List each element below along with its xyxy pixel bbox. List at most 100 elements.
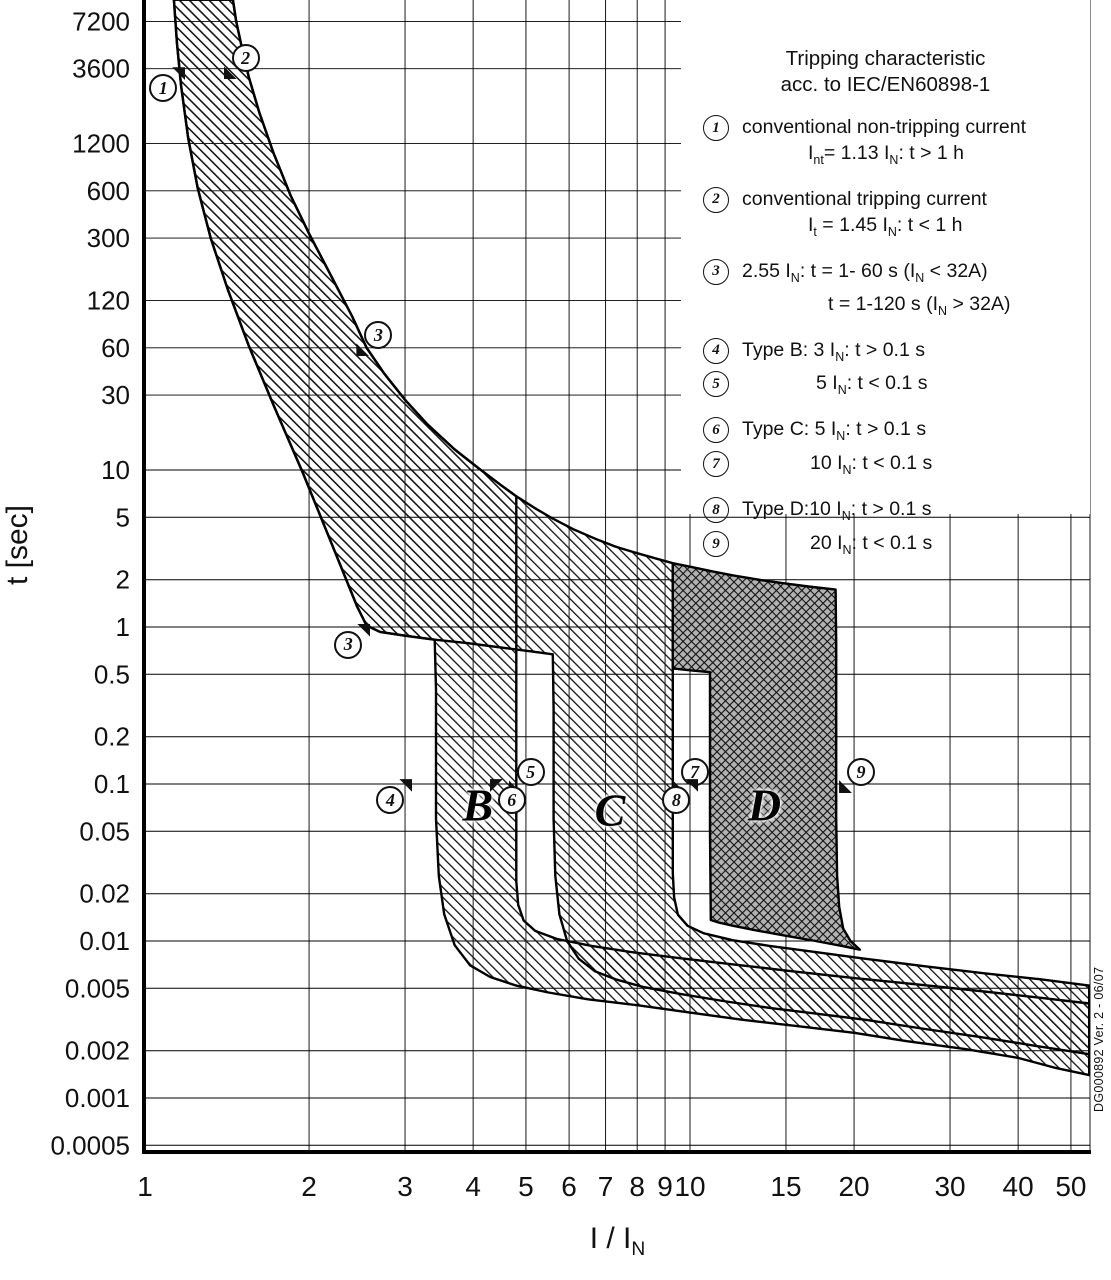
curve-marker-1: 1: [149, 67, 186, 103]
y-tick-label: 3600: [72, 54, 130, 84]
marker-number: 4: [376, 786, 405, 815]
y-tick-label: 10: [101, 455, 130, 485]
legend-line: Type C: 5 IN: t > 0.1 s: [742, 418, 927, 444]
x-tick-label: 20: [838, 1171, 869, 1202]
marker-number: 6: [497, 786, 526, 815]
y-tick-label: 0.2: [94, 722, 130, 752]
x-axis-title: I / IN: [589, 1222, 646, 1260]
legend-line: t = 1-120 s (IN > 32A): [828, 292, 1011, 318]
legend-number-9-icon: 9: [703, 531, 729, 558]
legend-text: conventional tripping current It = 1.45 I…: [742, 186, 987, 245]
legend-line: conventional non-tripping current: [742, 116, 1027, 138]
legend-number-3-icon: 3: [703, 258, 729, 285]
y-tick-label: 60: [101, 333, 130, 363]
marker-number: 7: [680, 758, 709, 787]
x-tick-label: 4: [465, 1171, 481, 1202]
band-C: [172, 0, 1090, 1056]
legend-item-2: 2 conventional tripping current It = 1.45 …: [681, 186, 1090, 245]
x-tick-label: 3: [397, 1171, 413, 1202]
legend-line: conventional tripping current: [742, 187, 987, 210]
legend-number-1-icon: 1: [703, 115, 729, 141]
legend-number-8-icon: 8: [703, 497, 729, 524]
legend-number-5-icon: 5: [703, 371, 729, 398]
x-tick-label: 10: [674, 1171, 705, 1202]
legend-line: Int= 1.13 IN: t > 1 h: [808, 142, 965, 167]
legend-text: 20 IN: t < 0.1 s: [742, 530, 932, 563]
legend-number-6-icon: 6: [703, 417, 729, 444]
y-tick-label: 0.005: [65, 973, 130, 1003]
x-tick-label: 30: [934, 1171, 965, 1202]
legend-line: It = 1.45 IN: t < 1 h: [808, 213, 963, 239]
y-tick-label: 0.1: [94, 769, 130, 799]
x-axis-line: [142, 1150, 1091, 1154]
watermark: DG000892 Ver. 2 - 06/07: [1092, 966, 1106, 1112]
legend-item-list: 1 conventional non-tripping current Int= 1…: [681, 114, 1090, 563]
legend-number-4-icon: 4: [703, 337, 729, 364]
x-tick-label: 8: [629, 1171, 645, 1202]
band-letter-D: D: [747, 779, 782, 831]
legend-item-7: 7 10 IN: t < 0.1 s: [681, 450, 1090, 483]
y-tick-label: 1200: [72, 129, 130, 159]
x-tick-label: 7: [598, 1171, 614, 1202]
y-tick-label: 0.05: [79, 816, 130, 846]
legend-line: Type B: 3 IN: t > 0.1 s: [742, 338, 925, 364]
legend-text: 5 IN: t < 0.1 s: [742, 370, 927, 403]
legend-text: conventional non-tripping current Int= 1.…: [742, 114, 1026, 173]
curve-marker-2: 2: [223, 44, 260, 80]
x-tick-label: 5: [518, 1171, 534, 1202]
axes: [142, 0, 1091, 1154]
curve-marker-3: 3: [356, 321, 393, 357]
x-tick-label: 15: [770, 1171, 801, 1202]
marker-number: 3: [334, 630, 363, 659]
tick-labels: 7200360012006003001206030105210.50.20.10…: [50, 6, 1086, 1202]
y-tick-label: 30: [101, 380, 130, 410]
curve-marker-9: 9: [839, 758, 876, 794]
curve-marker-3: 3: [334, 623, 371, 659]
curve-marker-7: 7: [672, 758, 709, 794]
legend-line: 20 IN: t < 0.1 s: [810, 532, 933, 557]
y-tick-label: 2: [116, 565, 130, 595]
y-tick-label: 300: [87, 223, 130, 253]
legend-item-4: 4 Type B: 3 IN: t > 0.1 s: [681, 337, 1090, 370]
y-tick-label: 0.01: [79, 926, 130, 956]
y-tick-label: 120: [87, 286, 130, 316]
legend-line: 2.55 IN: t = 1- 60 s (IN < 32A): [742, 259, 988, 285]
legend-title-line1: Tripping characteristic: [785, 47, 986, 70]
legend-line: 10 IN: t < 0.1 s: [810, 452, 933, 478]
y-tick-label: 0.0005: [50, 1130, 130, 1160]
legend-number-7-icon: 7: [703, 451, 729, 478]
x-tick-label: 40: [1003, 1171, 1034, 1202]
y-tick-label: 600: [87, 176, 130, 206]
y-axis-title: t [sec]: [1, 504, 34, 586]
band-D: [671, 562, 862, 951]
legend-line: Type D:10 IN: t > 0.1 s: [742, 498, 932, 524]
band-letter-C: C: [594, 784, 626, 836]
legend-title-line2: acc. to IEC/EN60898-1: [780, 73, 991, 96]
legend-title: Tripping characteristic acc. to IEC/EN60…: [681, 46, 1090, 98]
curve-marker-8: 8: [662, 779, 699, 815]
curve-marker-4: 4: [376, 779, 413, 815]
y-tick-label: 0.001: [65, 1083, 130, 1113]
x-tick-label: 9: [657, 1171, 673, 1202]
legend-text: 2.55 IN: t = 1- 60 s (IN < 32A) t = 1-120…: [742, 258, 1010, 324]
legend-item-9: 9 20 IN: t < 0.1 s: [681, 530, 1090, 563]
y-tick-label: 0.002: [65, 1036, 130, 1066]
legend-number-2-icon: 2: [703, 186, 729, 213]
legend-text: Type C: 5 IN: t > 0.1 s: [742, 416, 926, 449]
legend-item-8: 8 Type D:10 IN: t > 0.1 s: [681, 496, 1090, 529]
tripping-bands: [172, 0, 1090, 1077]
x-tick-label: 2: [301, 1171, 317, 1202]
marker-number: 1: [149, 74, 178, 103]
legend-text: Type D:10 IN: t > 0.1 s: [742, 496, 932, 529]
x-tick-label: 1: [137, 1171, 153, 1202]
legend-text: 10 IN: t < 0.1 s: [742, 450, 932, 483]
legend-item-6: 6 Type C: 5 IN: t > 0.1 s: [681, 416, 1090, 449]
legend-text: Type B: 3 IN: t > 0.1 s: [742, 337, 925, 370]
x-tick-label: 50: [1055, 1171, 1086, 1202]
y-tick-label: 0.02: [79, 879, 130, 909]
y-tick-label: 5: [116, 502, 130, 532]
y-axis-line: [142, 0, 146, 1154]
y-tick-label: 7200: [72, 6, 130, 36]
